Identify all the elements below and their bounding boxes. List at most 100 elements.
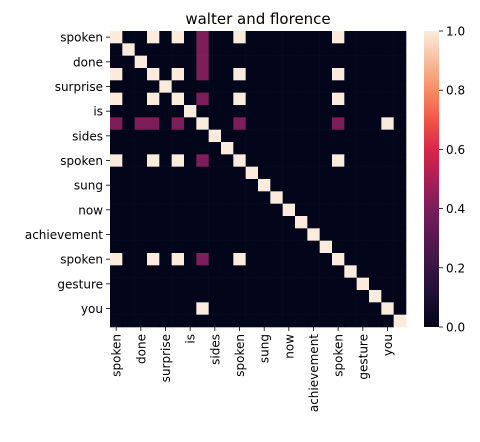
heatmap-cell [159, 265, 172, 278]
heatmap-cell [332, 117, 345, 130]
heatmap-cell [393, 142, 407, 155]
heatmap-cell [319, 240, 333, 254]
heatmap-cell [282, 105, 296, 118]
heatmap-cell [184, 277, 197, 291]
heatmap-cell [258, 105, 271, 118]
heatmap-cell [233, 253, 246, 266]
heatmap-cell [134, 117, 148, 130]
heatmap-cell [307, 129, 320, 143]
heatmap-cell [110, 179, 123, 192]
heatmap-cell [147, 290, 160, 303]
heatmap-cell [159, 80, 172, 93]
heatmap-cell [233, 129, 246, 143]
y-tick-label: now [78, 203, 103, 217]
heatmap-cell [159, 43, 172, 56]
heatmap-cell [122, 240, 135, 254]
heatmap-cell [208, 302, 222, 315]
heatmap-cell [356, 31, 370, 44]
heatmap-cell [171, 203, 185, 217]
heatmap-cell [196, 240, 209, 254]
heatmap-cell [282, 314, 296, 328]
heatmap-cell [270, 277, 283, 291]
heatmap-cell [134, 265, 148, 278]
heatmap-cell [196, 142, 209, 155]
heatmap-cell [369, 92, 382, 106]
heatmap-cell [369, 191, 382, 204]
heatmap-cell [356, 80, 370, 93]
y-tick-label: done [73, 55, 103, 69]
heatmap-cell [159, 129, 172, 143]
heatmap-cell [159, 55, 172, 69]
heatmap-cell [282, 179, 296, 192]
heatmap-cell [233, 117, 246, 130]
colorbar-tick-label: 0.0 [446, 321, 465, 335]
heatmap-cell [307, 166, 320, 180]
heatmap-cell [147, 179, 160, 192]
heatmap-cell [282, 80, 296, 93]
heatmap-cell [233, 55, 246, 69]
heatmap-cell [319, 314, 333, 328]
heatmap-cell [344, 43, 357, 56]
heatmap-cell [221, 31, 234, 44]
heatmap-cell [295, 31, 308, 44]
heatmap-cell [196, 31, 209, 44]
heatmap-cell [208, 117, 222, 130]
heatmap-cell [159, 302, 172, 315]
heatmap-cell [221, 43, 234, 56]
heatmap-cell [295, 43, 308, 56]
heatmap-cell [147, 253, 160, 266]
heatmap-cell [245, 43, 259, 56]
heatmap-cell [184, 92, 197, 106]
heatmap-cell [208, 203, 222, 217]
heatmap-cell [356, 105, 370, 118]
heatmap-cell [319, 203, 333, 217]
heatmap-cell [184, 129, 197, 143]
heatmap-cell [110, 105, 123, 118]
heatmap-cell [245, 277, 259, 291]
heatmap-cell [147, 31, 160, 44]
heatmap-cell [110, 68, 123, 81]
heatmap-cell [295, 117, 308, 130]
heatmap-cell [307, 55, 320, 69]
heatmap-cell [159, 142, 172, 155]
heatmap-cell [171, 105, 185, 118]
heatmap-cell [307, 142, 320, 155]
heatmap-cell [332, 55, 345, 69]
heatmap-cell [270, 314, 283, 328]
heatmap-cell [356, 228, 370, 241]
heatmap-cell [307, 228, 320, 241]
heatmap-cell [319, 277, 333, 291]
heatmap-cell [171, 43, 185, 56]
heatmap-cell [245, 129, 259, 143]
heatmap-cell [159, 253, 172, 266]
heatmap-cell [196, 179, 209, 192]
heatmap-cell [208, 43, 222, 56]
heatmap-cell [208, 290, 222, 303]
heatmap-cell [221, 154, 234, 167]
heatmap-cell [393, 166, 407, 180]
heatmap-cell [196, 80, 209, 93]
heatmap-cell [393, 240, 407, 254]
heatmap-cell [196, 117, 209, 130]
heatmap-cell [319, 31, 333, 44]
heatmap-cell [282, 55, 296, 69]
heatmap-cell [171, 314, 185, 328]
heatmap-cell [171, 129, 185, 143]
heatmap-cell [221, 166, 234, 180]
heatmap-cell [221, 105, 234, 118]
heatmap-cell [356, 191, 370, 204]
heatmap-cell [147, 228, 160, 241]
heatmap-cell [147, 129, 160, 143]
heatmap-cell [184, 55, 197, 69]
heatmap-cell [332, 302, 345, 315]
heatmap-cell [282, 68, 296, 81]
heatmap-cell [332, 80, 345, 93]
heatmap-cell [208, 191, 222, 204]
heatmap-cell [110, 302, 123, 315]
heatmap-cell [369, 216, 382, 229]
heatmap-cell [356, 302, 370, 315]
heatmap-cell [233, 92, 246, 106]
y-tick-label: sung [74, 179, 103, 193]
heatmap-cell [134, 55, 148, 69]
y-axis: spoken done surprise is sides spoken sung now ac… [25, 31, 110, 316]
